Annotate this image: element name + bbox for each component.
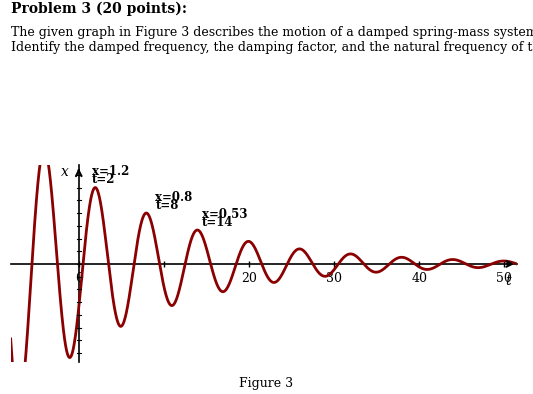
Text: x=0.53: x=0.53 xyxy=(202,208,248,221)
Text: x=1.2: x=1.2 xyxy=(92,165,129,178)
Text: Problem 3 (20 points):: Problem 3 (20 points): xyxy=(11,2,187,17)
Text: Figure 3: Figure 3 xyxy=(239,377,294,390)
Text: x=0.8: x=0.8 xyxy=(155,191,192,204)
Text: The given graph in Figure 3 describes the motion of a damped spring-mass system.: The given graph in Figure 3 describes th… xyxy=(11,26,533,54)
Text: t=2: t=2 xyxy=(92,173,115,186)
Text: t: t xyxy=(506,273,511,288)
Text: t=14: t=14 xyxy=(202,216,233,229)
Text: t=8: t=8 xyxy=(155,199,179,212)
Text: x: x xyxy=(61,165,69,179)
